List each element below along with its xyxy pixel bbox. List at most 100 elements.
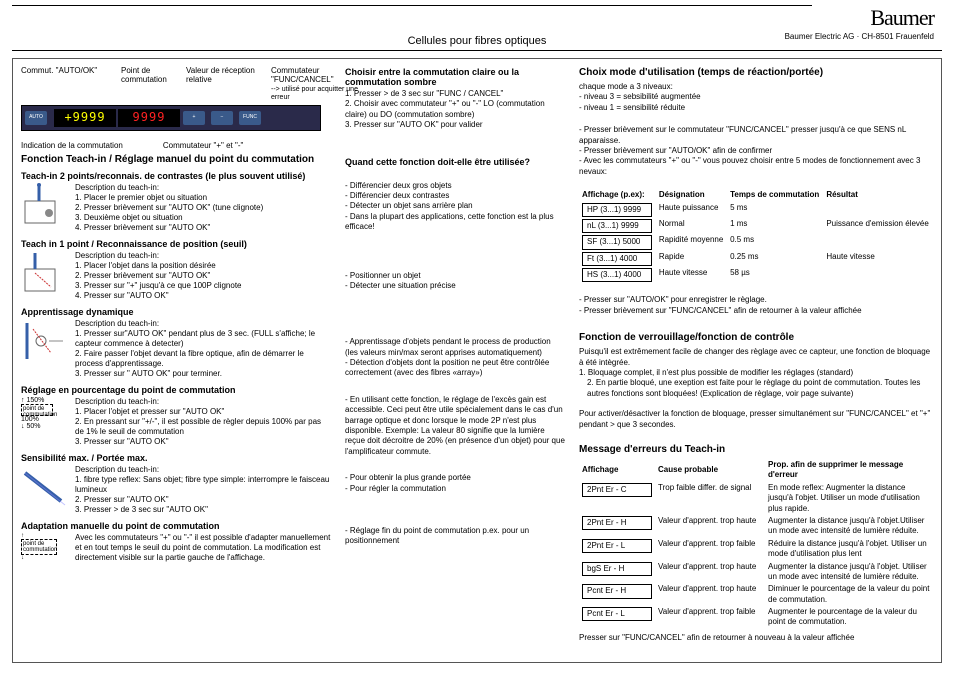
s3-2: 2. Faire passer l'objet devant la fibre …: [75, 349, 331, 369]
block-dyn: Description du teach-in: 1. Presser sur"…: [21, 319, 331, 379]
block-max: Description du teach-in: 1. fibre type r…: [21, 465, 331, 515]
device-btn-minus: −: [211, 111, 233, 125]
display-code: HP (3...1) 9999: [582, 203, 652, 217]
device-illustration: AUTO +9999 9999 + − FUNC: [21, 105, 321, 131]
table-row: HS (3...1) 4000Haute vitesse58 µs: [579, 267, 933, 283]
col2-list-b: Différencier deux gros objets Différenci…: [345, 181, 565, 233]
cell-cause: Valeur d'apprent. trop haute: [655, 515, 765, 538]
page-title: Cellules pour fibres optiques: [0, 35, 954, 47]
device-btn-auto: AUTO: [25, 111, 47, 125]
cell-time: 0.25 ms: [727, 251, 823, 267]
b1: Différencier deux gros objets: [345, 181, 565, 191]
text-manual: Avec les commutateurs "+" ou "-" il est …: [75, 533, 331, 577]
header-rule-bottom: [12, 50, 942, 51]
s5-2: 2. Presser sur "AUTO OK": [75, 495, 331, 505]
mode-p1: Presser brièvement sur le commutateur "F…: [579, 125, 933, 146]
subtitle-1pt: Teach in 1 point / Reconnaissance de pos…: [21, 239, 331, 249]
c2: Détecter une situation précise: [345, 281, 565, 291]
mode-p3: Avec les commutateurs "+" ou "-" vous po…: [579, 156, 933, 177]
b4: Dans la plupart des applications, cette …: [345, 212, 565, 233]
col2-list-d: Apprentissage d'objets pendant le proces…: [345, 337, 565, 379]
b2: Différencier deux contrastes: [345, 191, 565, 201]
mode-intro: chaque mode a 3 niveaux:: [579, 82, 933, 92]
cell-time: 0.5 ms: [727, 234, 823, 250]
head-dyn: Description du teach-in:: [75, 319, 331, 329]
display-code: SF (3...1) 5000: [582, 235, 652, 249]
col2-list-g: Réglage fin du point de commutation p.ex…: [345, 526, 565, 547]
cell-cause: Valeur d'apprent. trop haute: [655, 583, 765, 606]
column-left: Commut. "AUTO/OK" Point de commutation V…: [21, 67, 331, 654]
col2-h1: Choisir entre la commutation claire ou l…: [345, 67, 565, 87]
label-func-cancel: Commutateur "FUNC/CANCEL" --> utilisé po…: [271, 67, 361, 102]
c1: Positionner un objet: [345, 271, 565, 281]
s3-1: 1. Presser sur"AUTO OK" pendant plus de …: [75, 329, 331, 349]
col2-list-f: Pour obtenir la plus grande portée Pour …: [345, 473, 565, 494]
cell-res: Puissance d'emission élevée: [823, 218, 933, 234]
s3-3: 3. Presser sur " AUTO OK" pour terminer.: [75, 369, 331, 379]
mode-n1: - niveau 1 = sensibilité réduite: [579, 103, 933, 113]
subtitle-2pt: Teach-in 2 points/reconnais. de contrast…: [21, 171, 331, 181]
mode-p2: Presser brièvement sur "AUTO/OK" afin de…: [579, 146, 933, 156]
column-right: Choix mode d'utilisation (temps de réact…: [579, 67, 933, 654]
s1-4: 4. Presser brièvement sur "AUTO OK": [75, 223, 263, 233]
mode-table: Affichage (p.ex): Désignation Temps de c…: [579, 189, 933, 283]
table-row: 2Pnt Er - CTrop faible differ. de signal…: [579, 482, 933, 515]
e1: En utilisant cette fonction, le réglage …: [345, 395, 565, 457]
cell-prop: Augmenter la distance jusqu'à l'objet. U…: [765, 561, 933, 584]
eth-cause: Cause probable: [655, 459, 765, 482]
f2: Pour régler la commutation: [345, 484, 565, 494]
col2-l3: 3. Presser sur "AUTO OK" pour valider: [345, 120, 565, 130]
display-code: HS (3...1) 4000: [582, 268, 652, 282]
err-foot: Presser sur "FUNC/CANCEL" afin de retour…: [579, 633, 933, 643]
cell-time: 58 µs: [727, 267, 823, 283]
table-row: Ft (3...1) 4000Rapide0.25 msHaute vitess…: [579, 251, 933, 267]
pct-150: 150%: [27, 397, 45, 404]
display-code: 2Pnt Er - L: [582, 539, 652, 553]
s4-3: 3. Presser sur "AUTO OK": [75, 437, 331, 447]
text-1pt: Description du teach-in: 1. Placer l'obj…: [75, 251, 242, 301]
mode-save: Presser sur "AUTO/OK" pour enregistrer l…: [579, 295, 933, 316]
col2-list-c: Positionner un objet Détecter une situat…: [345, 271, 565, 292]
s2-1: 1. Placer l'objet dans la position désir…: [75, 261, 242, 271]
pct-100: 100%: [21, 416, 39, 423]
display-code: 2Pnt Er - C: [582, 483, 652, 497]
cell-prop: En mode reflex: Augmenter la distance ju…: [765, 482, 933, 515]
label-plus-minus: Commutateur "+" et "-": [163, 141, 244, 150]
table-row: SF (3...1) 5000Rapidité moyenne0.5 ms: [579, 234, 933, 250]
label-func-cancel-text: Commutateur "FUNC/CANCEL": [271, 66, 334, 84]
mode-table-wrap: Affichage (p.ex): Désignation Temps de c…: [579, 189, 933, 283]
col2-l1: 1. Presser > de 3 sec sur "FUNC / CANCEL…: [345, 89, 565, 99]
s1-1: 1. Placer le premier objet ou situation: [75, 193, 263, 203]
label-point: Point de commutation: [121, 67, 181, 85]
col2-list-e: En utilisant cette fonction, le réglage …: [345, 395, 565, 457]
pct-50: 50%: [27, 423, 41, 430]
table-row: Pcnt Er - HValeur d'apprent. trop hauteD…: [579, 583, 933, 606]
s4-1: 1. Placer l'objet et presser sur "AUTO O…: [75, 407, 331, 417]
table-row: nL (3...1) 9999 Normal1 msPuissance d'emi…: [579, 218, 933, 234]
mode-save1: Presser sur "AUTO/OK" pour enregistrer l…: [579, 295, 933, 305]
lock-1: 1. Bloquage complet, il n'est plus possi…: [579, 368, 933, 378]
cell-cause: Trop faible differ. de signal: [655, 482, 765, 515]
cell-desig: Haute puissance: [656, 202, 727, 218]
display-code: nL (3...1) 9999: [582, 219, 652, 233]
b3: Détecter un objet sans arrière plan: [345, 201, 565, 211]
lock-2: 2. En partie bloqué, une exeption est fa…: [579, 378, 933, 399]
table-row: 2Pnt Er - LValeur d'apprent. trop faible…: [579, 538, 933, 561]
block-pct: ↑150% point de commutation 100% ↓50% Des…: [21, 397, 331, 447]
s2-3: 3. Presser sur "+" jusqu'à ce que 100P c…: [75, 281, 242, 291]
mode-n3: - niveau 3 = sebsibilité augmentée: [579, 92, 933, 102]
brand-logo: Baumer: [870, 5, 934, 31]
cell-desig: Normal: [656, 218, 727, 234]
cell-desig: Rapide: [656, 251, 727, 267]
subtitle-pct: Réglage en pourcentage du point de commu…: [21, 385, 331, 395]
diagram-pct-icon: ↑150% point de commutation 100% ↓50%: [21, 397, 69, 441]
pct-box: point de commutation: [21, 404, 53, 416]
text-pct: Description du teach-in: 1. Placer l'obj…: [75, 397, 331, 447]
lock-act: Pour activer/désactiver la fonction de b…: [579, 409, 933, 430]
cell-time: 1 ms: [727, 218, 823, 234]
head-1pt: Description du teach-in:: [75, 251, 242, 261]
display-code: bgS Er - H: [582, 562, 652, 576]
text-max: Description du teach-in: 1. fibre type r…: [75, 465, 331, 515]
mode-steps: Presser brièvement sur le commutateur "F…: [579, 125, 933, 177]
table-row: HP (3...1) 9999Haute puissance5 ms: [579, 202, 933, 218]
